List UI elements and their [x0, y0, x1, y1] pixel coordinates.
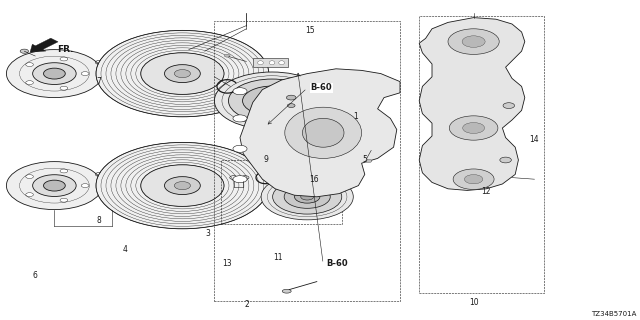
Ellipse shape: [33, 175, 76, 196]
Text: 8: 8: [97, 216, 102, 225]
Ellipse shape: [60, 198, 68, 202]
Ellipse shape: [269, 61, 275, 65]
Ellipse shape: [301, 194, 314, 200]
Ellipse shape: [261, 174, 353, 220]
Ellipse shape: [81, 184, 89, 188]
Ellipse shape: [20, 49, 29, 53]
Ellipse shape: [26, 175, 33, 179]
Ellipse shape: [465, 175, 483, 184]
Ellipse shape: [257, 61, 264, 65]
Ellipse shape: [233, 115, 247, 122]
Ellipse shape: [284, 185, 330, 208]
Ellipse shape: [96, 142, 269, 229]
Bar: [419, 16, 544, 293]
Ellipse shape: [285, 107, 362, 158]
Ellipse shape: [6, 50, 102, 98]
Ellipse shape: [26, 193, 33, 196]
Ellipse shape: [96, 30, 269, 117]
Text: 4: 4: [122, 245, 127, 254]
Text: 3: 3: [205, 229, 211, 238]
Bar: [253, 58, 288, 67]
Text: 10: 10: [468, 298, 479, 307]
Text: 9: 9: [263, 156, 268, 164]
Ellipse shape: [174, 181, 191, 190]
Ellipse shape: [6, 162, 102, 210]
Ellipse shape: [60, 57, 68, 61]
Polygon shape: [419, 18, 525, 190]
Ellipse shape: [214, 72, 330, 130]
Ellipse shape: [225, 54, 230, 57]
Ellipse shape: [233, 176, 247, 183]
Ellipse shape: [282, 289, 291, 293]
Ellipse shape: [273, 180, 342, 214]
Ellipse shape: [141, 53, 224, 94]
Text: 2: 2: [244, 300, 249, 309]
FancyArrow shape: [30, 38, 58, 52]
Ellipse shape: [463, 123, 484, 133]
Text: 7: 7: [97, 77, 102, 86]
Ellipse shape: [26, 63, 33, 67]
Bar: [214, 21, 400, 301]
Text: FR.: FR.: [58, 45, 74, 54]
Text: 16: 16: [308, 175, 319, 184]
Text: 5: 5: [362, 156, 367, 164]
Ellipse shape: [365, 159, 372, 163]
Ellipse shape: [264, 97, 280, 105]
Ellipse shape: [164, 65, 200, 83]
Ellipse shape: [448, 29, 499, 54]
Ellipse shape: [174, 69, 191, 78]
Ellipse shape: [453, 169, 494, 189]
Ellipse shape: [500, 157, 511, 163]
Ellipse shape: [141, 165, 224, 206]
Ellipse shape: [233, 88, 247, 95]
Ellipse shape: [294, 190, 320, 203]
Ellipse shape: [44, 180, 65, 191]
Ellipse shape: [256, 93, 288, 109]
Ellipse shape: [60, 169, 68, 173]
Text: 13: 13: [222, 260, 232, 268]
Text: 6: 6: [33, 271, 38, 280]
Ellipse shape: [287, 95, 296, 100]
Ellipse shape: [287, 104, 295, 108]
Bar: [221, 160, 342, 224]
Text: B-60: B-60: [326, 260, 348, 268]
Text: 14: 14: [529, 135, 540, 144]
Ellipse shape: [279, 61, 285, 65]
Text: 15: 15: [305, 26, 316, 35]
Text: B-60: B-60: [310, 84, 332, 92]
Ellipse shape: [503, 103, 515, 108]
Text: 12: 12: [482, 188, 491, 196]
Ellipse shape: [44, 68, 65, 79]
Ellipse shape: [243, 86, 301, 116]
Text: TZ34B5701A: TZ34B5701A: [591, 311, 637, 317]
Text: 1: 1: [353, 112, 358, 121]
Ellipse shape: [60, 86, 68, 90]
Ellipse shape: [233, 145, 247, 152]
Ellipse shape: [302, 118, 344, 147]
Ellipse shape: [33, 63, 76, 84]
Ellipse shape: [81, 72, 89, 76]
Ellipse shape: [462, 36, 485, 47]
Text: 11: 11: [274, 253, 283, 262]
Ellipse shape: [449, 116, 498, 140]
Ellipse shape: [26, 81, 33, 84]
Ellipse shape: [228, 79, 316, 123]
Polygon shape: [240, 69, 400, 197]
Ellipse shape: [164, 177, 200, 195]
